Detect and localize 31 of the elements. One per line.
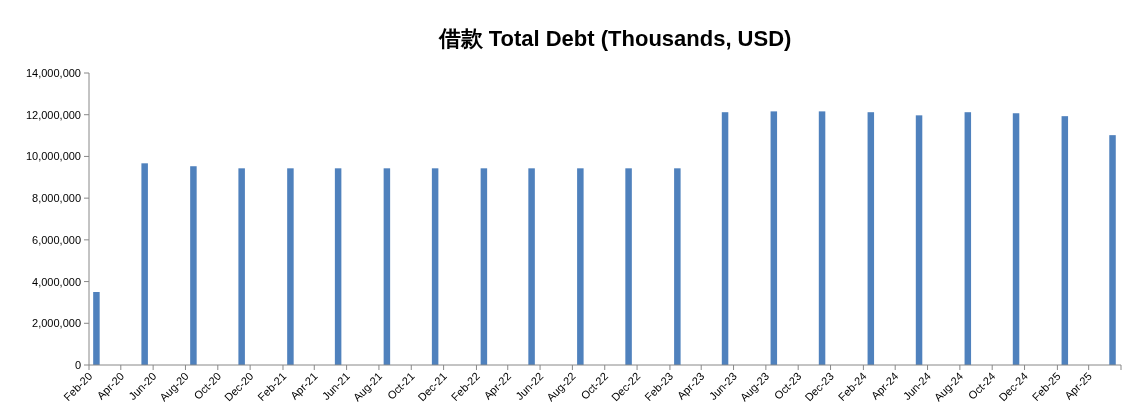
y-tick-label: 14,000,000	[25, 67, 81, 79]
bar	[818, 111, 826, 365]
chart-title: 借款 Total Debt (Thousands, USD)	[437, 26, 792, 51]
y-tick-label: 2,000,000	[32, 317, 81, 330]
y-tick-label: 6,000,000	[32, 233, 81, 246]
bar	[431, 168, 439, 365]
bar	[238, 168, 245, 365]
bar	[480, 168, 488, 365]
bar	[577, 168, 584, 365]
bar	[141, 163, 148, 365]
bar	[770, 111, 778, 365]
bar	[383, 168, 391, 365]
y-tick-label: 0	[74, 359, 81, 371]
bar	[964, 112, 972, 365]
bar	[190, 166, 197, 365]
bar	[287, 168, 294, 365]
y-tick-label: 8,000,000	[32, 192, 81, 205]
y-tick-label: 4,000,000	[32, 275, 81, 288]
bar	[674, 168, 681, 365]
bar	[867, 112, 875, 365]
bar	[334, 168, 342, 365]
bar	[1061, 116, 1069, 365]
y-tick-label: 10,000,000	[25, 150, 81, 163]
bar	[721, 112, 729, 365]
bar	[1012, 113, 1020, 365]
bar	[625, 168, 632, 365]
y-tick-label: 12,000,000	[25, 108, 81, 121]
bar	[528, 168, 535, 365]
bar	[93, 292, 100, 365]
bar	[1109, 135, 1116, 365]
bar	[915, 115, 923, 365]
